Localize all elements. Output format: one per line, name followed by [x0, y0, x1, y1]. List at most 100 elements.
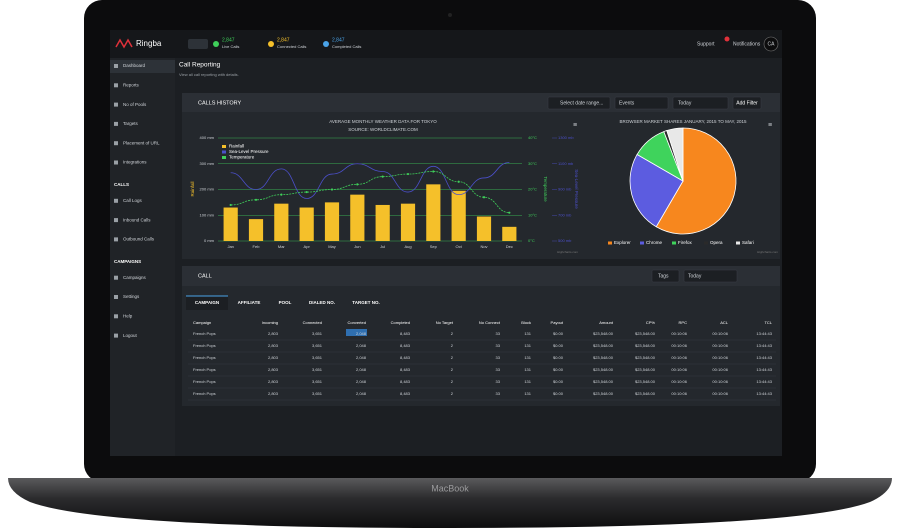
- legend-swatch: [736, 241, 740, 245]
- table-cell: $23,548.00: [635, 343, 656, 348]
- table-header: Campaign: [193, 320, 211, 325]
- axis-tick-label: 0°C: [528, 238, 535, 243]
- date-range[interactable]: [547, 96, 611, 110]
- bar: [299, 207, 314, 241]
- period-text: Today: [678, 100, 692, 106]
- period-select[interactable]: [672, 96, 729, 110]
- sidebar-item[interactable]: Campaigns: [123, 275, 147, 280]
- table-cell: French Pops: [193, 367, 216, 372]
- bar: [375, 204, 390, 241]
- sidebar-icon: [114, 121, 118, 126]
- sidebar-item[interactable]: Call Logs: [123, 198, 143, 203]
- legend-label: Sea-Level Pressure: [229, 149, 269, 154]
- series-line: [230, 171, 510, 214]
- sidebar-item[interactable]: Integrations: [123, 160, 147, 165]
- tab[interactable]: AFFILIATE: [238, 300, 261, 305]
- table-cell: 2,803: [268, 343, 279, 348]
- events-select[interactable]: [614, 96, 669, 110]
- table-cell: $23,548.00: [635, 355, 656, 360]
- stat-value: 2,847: [222, 37, 235, 43]
- table-cell: 2,803: [268, 331, 279, 336]
- table-cell: 8,483: [400, 343, 411, 348]
- page-subtitle: View all call reporting with details.: [179, 72, 239, 77]
- line-point: [381, 175, 384, 178]
- tags-select[interactable]: [651, 269, 680, 283]
- chart-title: BROWSER MARKET SHARES JANUARY, 2015 TO M…: [620, 119, 747, 124]
- table-header: Converted: [348, 320, 366, 325]
- bar: [426, 184, 441, 241]
- support[interactable]: Support: [697, 41, 715, 47]
- credits: Highcharts.com: [757, 250, 778, 254]
- sidebar-item[interactable]: Inbound Calls: [123, 217, 151, 222]
- sidebar-item[interactable]: Settings: [123, 294, 140, 299]
- call-title: CALL: [198, 273, 212, 279]
- table-cell: 13:44:43: [756, 355, 772, 360]
- axis-tick-label: 20°C: [528, 187, 537, 192]
- stat-label: Live Calls: [222, 44, 239, 49]
- sidebar-item[interactable]: Placement of URL: [123, 140, 160, 145]
- tab[interactable]: DIALED NO.: [309, 300, 335, 305]
- table-header: Incoming: [262, 320, 278, 325]
- tab[interactable]: TARGET NO.: [352, 300, 379, 305]
- sidebar-item[interactable]: Logout: [123, 333, 138, 338]
- table-header: Amount: [599, 320, 614, 325]
- sidebar-item[interactable]: Dashboard: [123, 63, 146, 68]
- legend-swatch: [640, 241, 644, 245]
- call-period[interactable]: [683, 269, 738, 283]
- axis-tick-label: 500 mb: [558, 238, 572, 243]
- legend-label: Firefox: [678, 240, 693, 245]
- table-cell: 2,048: [356, 367, 367, 372]
- table-cell: 00:10:06: [671, 391, 687, 396]
- line-point: [457, 180, 460, 183]
- x-tick-label: Aug: [404, 244, 411, 249]
- table-cell: 2: [451, 343, 454, 348]
- tags-text: Tags: [658, 273, 669, 279]
- table-cell: 2,803: [268, 355, 279, 360]
- sidebar-item[interactable]: Help: [123, 313, 133, 318]
- active-tab: [186, 296, 228, 310]
- sidebar-icon: [114, 295, 118, 299]
- table-cell: 8,483: [400, 367, 411, 372]
- notifications[interactable]: Notifications: [733, 41, 761, 47]
- add-filter[interactable]: [732, 96, 762, 110]
- stat-value: 2,847: [277, 37, 290, 43]
- sidebar-item[interactable]: Targets: [123, 121, 139, 126]
- table-cell: 00:10:06: [712, 391, 728, 396]
- axis-tick-label: 40°C: [528, 135, 537, 140]
- tab[interactable]: CAMPAIGN: [195, 300, 219, 305]
- table-header: Payout: [551, 320, 564, 325]
- table-cell: 2: [451, 391, 454, 396]
- camera: [448, 13, 452, 17]
- table-cell: French Pops: [193, 355, 216, 360]
- axis-tick-label: 30°C: [528, 161, 537, 166]
- bar: [274, 203, 289, 241]
- x-tick-label: May: [328, 244, 336, 249]
- settings-button[interactable]: [188, 39, 208, 49]
- sidebar-item[interactable]: Reports: [123, 82, 140, 87]
- avatar[interactable]: [763, 36, 779, 52]
- table-cell: $23,548.00: [635, 379, 656, 384]
- table-cell: French Pops: [193, 379, 216, 384]
- x-tick-label: Oct: [456, 244, 463, 249]
- line-point: [305, 190, 308, 194]
- axis-tick-label: 10°C: [528, 212, 537, 217]
- sidebar-icon: [114, 141, 118, 146]
- table-cell: $23,548.00: [593, 343, 614, 348]
- axis-tick-label: 700 mb: [558, 212, 572, 217]
- legend-swatch: [608, 241, 612, 245]
- tab[interactable]: POOL: [279, 300, 292, 305]
- legend-swatch: [222, 145, 226, 148]
- table-cell: 33: [496, 343, 501, 348]
- table-cell: 2,048: [356, 355, 367, 360]
- sidebar-icon: [114, 314, 118, 319]
- date-range-text: Select date range...: [560, 100, 603, 106]
- sidebar-icon: [114, 160, 118, 165]
- table-cell: $23,548.00: [635, 391, 656, 396]
- axis-tick-label: 0 mm: [204, 238, 215, 243]
- x-tick-label: Sep: [430, 244, 438, 249]
- table-cell: 00:10:06: [712, 331, 728, 336]
- sidebar-item[interactable]: Outbound Calls: [123, 237, 155, 242]
- x-tick-label: Apr: [304, 244, 311, 249]
- sidebar-item[interactable]: No of Pools: [123, 102, 147, 107]
- avatar-text: CA: [768, 41, 776, 47]
